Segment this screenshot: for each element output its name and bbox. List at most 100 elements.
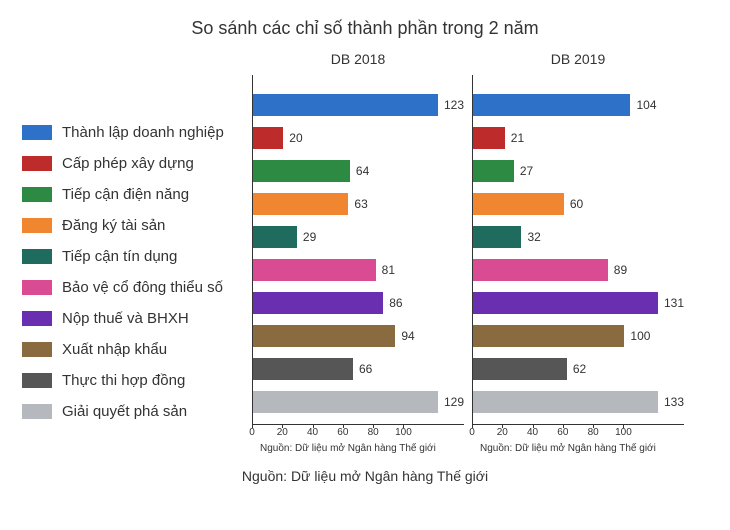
bar: [253, 127, 283, 149]
x-axis: 020406080100: [472, 425, 684, 441]
legend-swatch: [22, 280, 52, 295]
bar-row: 60: [473, 188, 684, 219]
bar: [473, 259, 608, 281]
bar: [473, 292, 658, 314]
legend-item: Xuất nhập khẩu: [22, 334, 252, 365]
legend-label: Cấp phép xây dựng: [62, 155, 194, 172]
x-tick-label: 40: [307, 427, 318, 438]
panel-source: Nguồn: Dữ liệu mở Ngân hàng Thế giới: [472, 443, 684, 454]
bar-row: 86: [253, 287, 464, 318]
legend-label: Tiếp cận tín dụng: [62, 248, 177, 265]
bar-row: 129: [253, 386, 464, 417]
bar-row: 100: [473, 320, 684, 351]
panel-source: Nguồn: Dữ liệu mở Ngân hàng Thế giới: [252, 443, 464, 454]
bar-value-label: 94: [401, 329, 414, 343]
legend-label: Đăng ký tài sản: [62, 217, 165, 234]
x-tick-label: 60: [337, 427, 348, 438]
panel: DB 2019104212760328913110062133020406080…: [472, 51, 684, 454]
bar-value-label: 81: [382, 263, 395, 277]
legend: Thành lập doanh nghiệp Cấp phép xây dựng T…: [22, 51, 252, 427]
bar-value-label: 27: [520, 164, 533, 178]
legend-item: Thành lập doanh nghiệp: [22, 117, 252, 148]
legend-label: Tiếp cận điện năng: [62, 186, 189, 203]
bar: [473, 193, 564, 215]
bar-value-label: 123: [444, 98, 464, 112]
legend-item: Tiếp cận tín dụng: [22, 241, 252, 272]
x-tick-label: 80: [368, 427, 379, 438]
bar-value-label: 104: [636, 98, 656, 112]
x-tick-label: 100: [395, 427, 412, 438]
plot-area: 123 20 64 63 29 81 86 94 66 129: [252, 75, 464, 425]
bar: [253, 358, 353, 380]
bar-value-label: 20: [289, 131, 302, 145]
bar-row: 131: [473, 287, 684, 318]
legend-swatch: [22, 404, 52, 419]
bar-row: 94: [253, 320, 464, 351]
legend-item: Tiếp cận điện năng: [22, 179, 252, 210]
x-tick-label: 0: [469, 427, 475, 438]
legend-item: Thực thi hợp đồng: [22, 365, 252, 396]
panel-title: DB 2019: [472, 51, 684, 75]
legend-swatch: [22, 342, 52, 357]
bar-row: 62: [473, 353, 684, 384]
bar-value-label: 131: [664, 296, 684, 310]
bar: [253, 160, 350, 182]
legend-swatch: [22, 187, 52, 202]
legend-swatch: [22, 373, 52, 388]
bar: [473, 160, 514, 182]
legend-swatch: [22, 125, 52, 140]
panels: DB 2018123206463298186946612902040608010…: [252, 51, 730, 454]
bar: [253, 94, 438, 116]
bar-value-label: 66: [359, 362, 372, 376]
bar-value-label: 62: [573, 362, 586, 376]
x-tick-label: 20: [497, 427, 508, 438]
x-axis: 020406080100: [252, 425, 464, 441]
bar-row: 104: [473, 89, 684, 120]
bar-row: 89: [473, 254, 684, 285]
bar-row: 63: [253, 188, 464, 219]
legend-item: Bảo vệ cổ đông thiểu số: [22, 272, 252, 303]
legend-label: Xuất nhập khẩu: [62, 341, 167, 358]
bar-row: 20: [253, 122, 464, 153]
bar-row: 81: [253, 254, 464, 285]
legend-label: Nộp thuế và BHXH: [62, 310, 189, 327]
legend-label: Bảo vệ cổ đông thiểu số: [62, 279, 223, 296]
bar-value-label: 64: [356, 164, 369, 178]
bar-row: 66: [253, 353, 464, 384]
x-tick-label: 60: [557, 427, 568, 438]
legend-swatch: [22, 311, 52, 326]
bar-value-label: 89: [614, 263, 627, 277]
bar-row: 32: [473, 221, 684, 252]
legend-swatch: [22, 218, 52, 233]
chart-title: So sánh các chỉ số thành phần trong 2 nă…: [0, 0, 730, 51]
bar-value-label: 32: [527, 230, 540, 244]
bar: [253, 292, 383, 314]
bar: [473, 391, 658, 413]
bar: [473, 325, 624, 347]
source-bottom: Nguồn: Dữ liệu mở Ngân hàng Thế giới: [0, 454, 730, 484]
legend-label: Thành lập doanh nghiệp: [62, 124, 224, 141]
legend-label: Giải quyết phá sản: [62, 403, 187, 420]
bar: [253, 193, 348, 215]
bar: [473, 127, 505, 149]
legend-item: Giải quyết phá sản: [22, 396, 252, 427]
bar-value-label: 133: [664, 395, 684, 409]
panel: DB 2018123206463298186946612902040608010…: [252, 51, 464, 454]
bar: [253, 259, 376, 281]
bar-value-label: 129: [444, 395, 464, 409]
bar-row: 29: [253, 221, 464, 252]
bar: [253, 226, 297, 248]
bar-row: 133: [473, 386, 684, 417]
bar: [473, 226, 521, 248]
bar-value-label: 86: [389, 296, 402, 310]
bar-value-label: 60: [570, 197, 583, 211]
bar-row: 27: [473, 155, 684, 186]
bar-value-label: 29: [303, 230, 316, 244]
bar: [253, 391, 438, 413]
x-tick-label: 40: [527, 427, 538, 438]
legend-item: Đăng ký tài sản: [22, 210, 252, 241]
bar: [253, 325, 395, 347]
bar-row: 64: [253, 155, 464, 186]
x-tick-label: 100: [615, 427, 632, 438]
x-tick-label: 0: [249, 427, 255, 438]
